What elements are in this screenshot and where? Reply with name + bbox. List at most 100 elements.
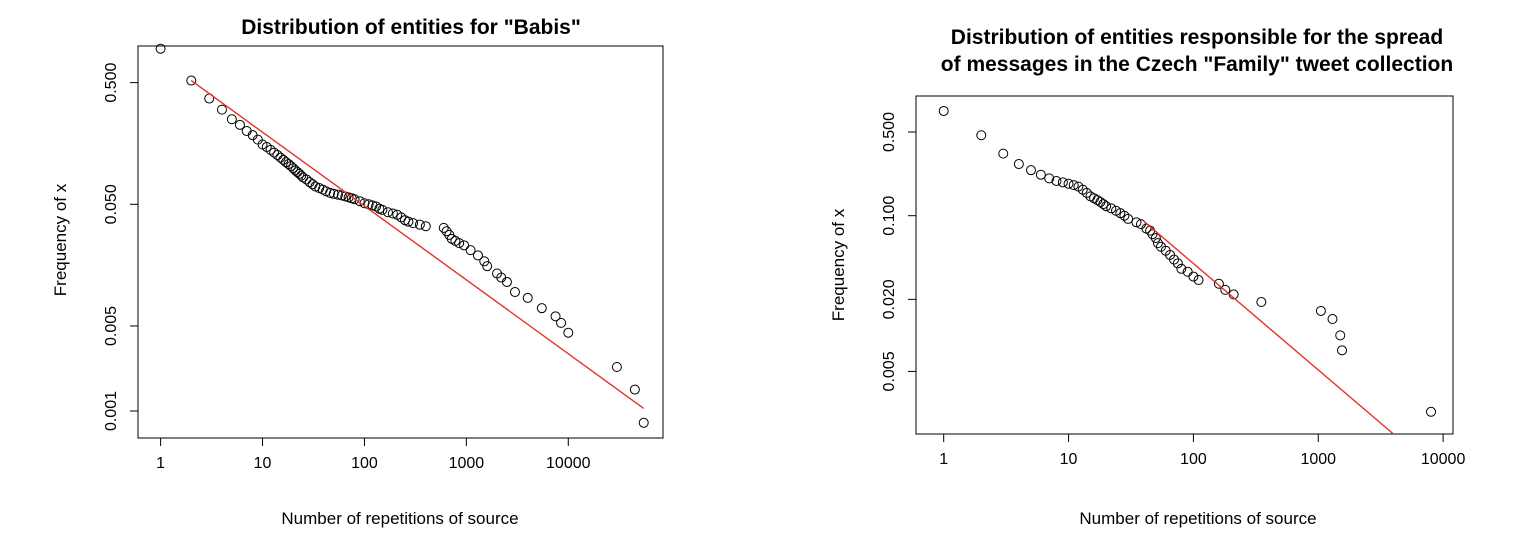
- data-point: [325, 187, 336, 198]
- data-point: [371, 201, 382, 212]
- data-point: [509, 287, 520, 298]
- chart-family: Distribution of entities responsible for…: [768, 0, 1536, 558]
- x-tick-label: 1: [939, 451, 948, 468]
- data-point: [301, 174, 312, 185]
- data-point: [1426, 406, 1437, 417]
- data-point: [1035, 169, 1046, 180]
- data-point: [1101, 201, 1112, 212]
- data-point: [1119, 210, 1130, 221]
- x-tick-label: 10000: [1421, 451, 1466, 468]
- data-point: [298, 172, 309, 183]
- data-point: [403, 216, 414, 227]
- y-tick-label: 0.100: [881, 196, 898, 236]
- data-point: [536, 303, 547, 314]
- data-point: [1256, 297, 1267, 308]
- x-tick-label: 10: [1060, 451, 1078, 468]
- y-tick-label: 0.005: [103, 306, 120, 346]
- data-point: [336, 190, 347, 201]
- data-point: [563, 327, 574, 338]
- fit-line: [190, 79, 645, 409]
- data-point: [1220, 284, 1231, 295]
- data-point: [1068, 180, 1079, 191]
- data-point: [501, 276, 512, 287]
- y-tick-label: 0.500: [881, 112, 898, 152]
- data-point: [998, 148, 1009, 159]
- data-point: [1044, 173, 1055, 184]
- data-point: [1089, 193, 1100, 204]
- data-point: [296, 170, 307, 181]
- chart-babis-svg: Distribution of entities for "Babis" Num…: [51, 16, 664, 528]
- data-point: [186, 75, 197, 86]
- data-point: [1152, 238, 1163, 249]
- y-axis-label: Frequency of x: [829, 208, 848, 321]
- data-point: [638, 417, 649, 428]
- y-tick-label: 0.005: [881, 351, 898, 391]
- data-point: [976, 130, 987, 141]
- x-tick-label: 10000: [546, 455, 591, 472]
- data-point: [1335, 330, 1346, 341]
- data-point: [234, 119, 245, 130]
- chart-title-line-1: Distribution of entities responsible for…: [951, 26, 1443, 49]
- data-point: [354, 196, 365, 207]
- data-point: [465, 245, 476, 256]
- data-point: [482, 261, 493, 272]
- x-tick-label: 100: [351, 455, 378, 472]
- x-tick-label: 1000: [1300, 451, 1336, 468]
- plot-frame: [915, 95, 1454, 435]
- y-axis-label: Frequency of x: [51, 183, 70, 296]
- data-point: [1327, 314, 1338, 325]
- x-tick-label: 100: [1180, 451, 1207, 468]
- data-point: [265, 144, 276, 155]
- plot-frame: [137, 45, 664, 439]
- data-point: [1315, 305, 1326, 316]
- data-point: [226, 114, 237, 125]
- chart-family-svg: Distribution of entities responsible for…: [829, 26, 1466, 528]
- data-point: [454, 238, 465, 249]
- chart-babis: Distribution of entities for "Babis" Num…: [0, 0, 760, 558]
- data-point: [556, 317, 567, 328]
- data-point: [522, 292, 533, 303]
- data-point: [479, 256, 490, 267]
- data-point: [349, 194, 360, 205]
- data-point: [377, 204, 388, 215]
- chart-title: Distribution of entities for "Babis": [241, 16, 581, 39]
- data-point: [1147, 229, 1158, 240]
- data-point: [472, 250, 483, 261]
- data-point: [1081, 187, 1092, 198]
- data-point: [216, 104, 227, 115]
- y-tick-label: 0.020: [881, 279, 898, 319]
- data-point: [629, 384, 640, 395]
- data-point: [1169, 254, 1180, 265]
- data-point: [1131, 217, 1142, 228]
- data-point: [550, 311, 561, 322]
- data-point: [382, 207, 393, 218]
- data-point: [1337, 345, 1348, 356]
- data-point: [1150, 233, 1161, 244]
- data-point: [611, 361, 622, 372]
- data-point: [459, 240, 470, 251]
- x-tick-label: 1000: [449, 455, 485, 472]
- x-axis-label: Number of repetitions of source: [1079, 509, 1316, 528]
- x-tick-label: 10: [254, 455, 272, 472]
- data-point: [420, 221, 431, 232]
- data-point: [1213, 278, 1224, 289]
- data-point: [441, 226, 452, 237]
- data-point: [1051, 175, 1062, 186]
- data-point: [414, 219, 425, 230]
- data-point: [408, 218, 419, 229]
- data-point: [275, 152, 286, 163]
- data-point: [292, 167, 303, 178]
- data-point: [438, 222, 449, 233]
- data-point: [1013, 159, 1024, 170]
- chart-title-line-2: of messages in the Czech "Family" tweet …: [941, 53, 1453, 76]
- data-point: [155, 43, 166, 54]
- data-point: [938, 105, 949, 116]
- data-point: [294, 168, 305, 179]
- data-point: [1123, 213, 1134, 224]
- data-point: [1106, 203, 1117, 214]
- x-tick-label: 1: [156, 455, 165, 472]
- data-point: [1193, 275, 1204, 286]
- data-point: [269, 147, 280, 158]
- x-axis-label: Number of repetitions of source: [281, 509, 518, 528]
- data-point: [1098, 199, 1109, 210]
